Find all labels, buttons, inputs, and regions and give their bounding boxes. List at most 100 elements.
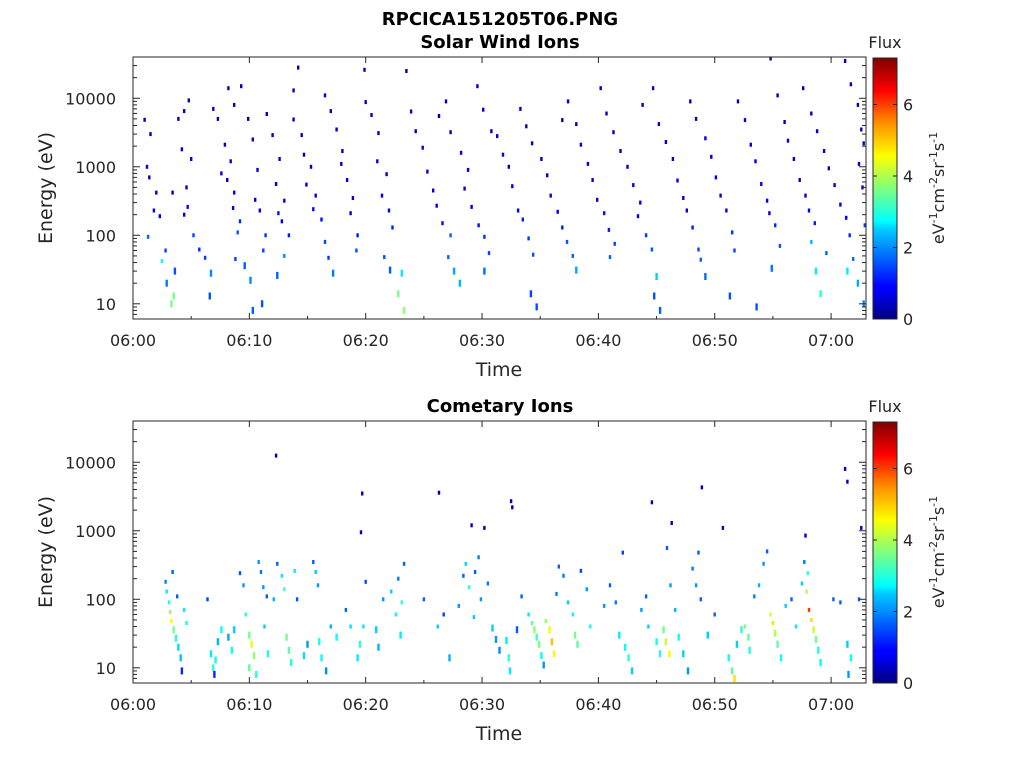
data-cell: [714, 175, 718, 180]
data-cell: [479, 597, 483, 602]
data-cell: [375, 626, 378, 634]
colorbar-unit-label: eV-1cm-2sr-1s-1: [927, 496, 948, 608]
data-cell: [209, 269, 213, 277]
data-cell: [710, 154, 713, 159]
data-cell: [647, 624, 650, 629]
data-cell: [860, 127, 863, 132]
data-cell: [145, 164, 149, 169]
data-cell: [800, 581, 804, 586]
data-cell: [402, 306, 406, 314]
colorbar-tick-label: 4: [903, 167, 913, 186]
data-cell: [477, 555, 480, 560]
data-cell: [832, 597, 835, 602]
data-cell: [843, 59, 847, 63]
data-cell: [505, 637, 508, 644]
data-cell: [783, 120, 786, 124]
data-cell: [402, 561, 406, 566]
data-cell: [535, 633, 538, 641]
x-tick-label: 06:10: [226, 331, 272, 350]
unit-sup: -2: [927, 177, 940, 188]
data-cell: [314, 193, 317, 198]
data-cell: [203, 255, 207, 260]
data-cell: [846, 640, 849, 648]
data-cell: [686, 667, 690, 675]
data-cell: [579, 568, 583, 573]
data-cell: [293, 568, 296, 573]
data-cell: [171, 190, 174, 195]
data-cell: [657, 122, 661, 127]
data-cell: [530, 141, 534, 146]
data-cell: [426, 169, 429, 174]
data-cell: [810, 239, 813, 244]
data-cell: [591, 178, 594, 182]
data-cell: [743, 118, 747, 123]
data-cell: [731, 230, 734, 235]
data-cell: [351, 196, 355, 200]
x-tick-label: 07:00: [808, 695, 854, 714]
data-cell: [272, 597, 275, 602]
data-cell: [856, 279, 860, 287]
data-cell: [839, 600, 842, 605]
data-cell: [753, 594, 756, 599]
y-tick-label: 100: [85, 590, 116, 609]
data-cell: [149, 132, 152, 137]
data-cell: [155, 190, 158, 195]
data-cell: [264, 233, 267, 238]
data-cell: [795, 624, 798, 629]
data-cell: [312, 207, 315, 212]
panel-cometary-ions: Cometary Ions 06:00 06:10 06:20 06:30 06:40 0…: [35, 396, 948, 745]
heatmap-plot-area: 06:00 06:10 06:20 06:30 06:40 06:50 07:00 10 100…: [65, 420, 867, 714]
data-cell: [290, 658, 293, 666]
data-cell: [473, 570, 477, 574]
data-cell: [220, 626, 223, 634]
colorbar-tick-label: 6: [903, 459, 913, 478]
data-cell: [533, 626, 536, 634]
data-cell: [774, 629, 777, 637]
data-cell: [466, 167, 470, 172]
data-cell: [187, 98, 190, 103]
x-axis-label: Time: [475, 723, 523, 745]
data-cell: [812, 626, 815, 634]
data-cell: [496, 134, 499, 139]
data-cell: [259, 570, 263, 574]
data-cell: [519, 106, 522, 111]
data-cell: [457, 603, 460, 608]
data-cell: [576, 640, 579, 648]
data-cell: [370, 113, 373, 117]
data-cell: [158, 214, 161, 219]
unit-sr: sr: [929, 526, 948, 541]
data-cell: [165, 589, 168, 594]
data-cell: [776, 93, 779, 98]
data-cell: [700, 485, 704, 490]
data-cell: [364, 100, 367, 105]
data-cell: [562, 573, 565, 578]
data-cell: [814, 635, 818, 643]
data-cell: [242, 583, 245, 588]
data-cell: [802, 86, 805, 91]
data-cell: [324, 667, 328, 675]
data-cell: [721, 525, 725, 530]
data-cell: [327, 255, 330, 260]
data-cell: [458, 279, 462, 287]
colorbar-tick-label: 2: [903, 238, 913, 257]
data-cell: [335, 633, 338, 641]
data-cell: [607, 227, 611, 232]
data-cell: [749, 142, 752, 147]
data-cell: [249, 276, 252, 284]
data-cell: [819, 290, 822, 298]
data-cell: [619, 149, 622, 153]
y-tick-label: 10: [96, 659, 116, 678]
data-cell: [227, 633, 230, 641]
data-cell: [790, 597, 793, 602]
data-cell: [459, 150, 463, 155]
data-cell: [405, 69, 408, 73]
data-cell: [464, 561, 467, 566]
data-cell: [515, 626, 519, 634]
data-cell: [743, 624, 747, 629]
data-cell: [331, 269, 335, 277]
data-cell: [624, 643, 627, 651]
y-axis-label: Energy (eV): [35, 496, 57, 608]
data-cell: [640, 607, 643, 612]
data-cell: [414, 129, 417, 134]
data-cell: [208, 292, 211, 300]
